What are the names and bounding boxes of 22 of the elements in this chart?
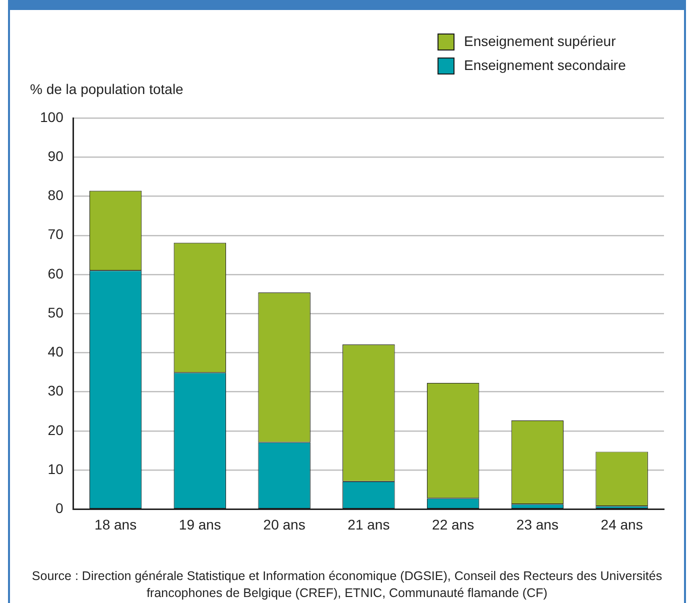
- source-note: Source : Direction générale Statistique et Information économique (DGSIE), Conseil des Recteurs des Universités francophones de Belgique (CREF), ETNIC, Communauté flamande (CF): [30, 568, 664, 602]
- y-tick-label: 40: [48, 344, 64, 360]
- y-tick-label: 60: [48, 265, 64, 282]
- x-tick-label: 18 ans: [94, 516, 137, 532]
- y-tick-label: 80: [48, 187, 64, 204]
- y-tick-label: 10: [48, 460, 64, 477]
- x-tick-label: 22 ans: [432, 516, 474, 532]
- x-tick-label: 21 ans: [348, 516, 390, 532]
- y-tick-label: 20: [48, 422, 64, 438]
- y-axis-title: % de la population totale: [30, 80, 184, 97]
- x-tick-label: 19 ans: [178, 516, 221, 532]
- legend-label: Enseignement secondaire: [464, 56, 626, 73]
- y-tick-label: 50: [48, 304, 64, 320]
- x-tick-label: 24 ans: [600, 516, 643, 532]
- y-tick-label: 30: [48, 382, 64, 399]
- y-tick-label: 100: [40, 108, 64, 125]
- y-tick-label: 0: [56, 500, 64, 516]
- x-tick-label: 20 ans: [263, 516, 306, 532]
- y-tick-label: 90: [48, 148, 64, 164]
- y-tick-label: 70: [48, 226, 64, 242]
- x-tick-label: 23 ans: [516, 516, 558, 532]
- legend-label: Enseignement supérieur: [464, 32, 616, 49]
